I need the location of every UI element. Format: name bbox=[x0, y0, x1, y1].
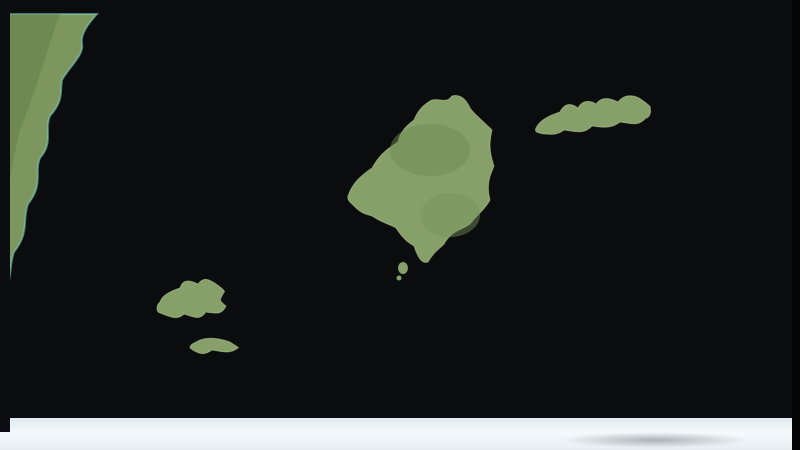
mallorca-island bbox=[347, 95, 495, 263]
mallorca-terrain-shading-2 bbox=[420, 193, 480, 237]
set-right-edge bbox=[792, 0, 800, 450]
formentera-island bbox=[189, 337, 239, 355]
wall-left-bezel bbox=[0, 0, 10, 432]
studio-light-column bbox=[748, 0, 792, 422]
mainland-spain bbox=[0, 13, 100, 300]
studio-floor bbox=[0, 418, 800, 450]
mallorca-terrain-shading bbox=[390, 124, 470, 176]
cabrera-islet-2 bbox=[396, 275, 402, 281]
mainland-terrain-shading bbox=[0, 14, 60, 240]
eivissa-island bbox=[156, 278, 227, 319]
cabrera-islet bbox=[398, 262, 408, 274]
presenter-shadow bbox=[560, 432, 750, 448]
menorca-island bbox=[535, 95, 651, 135]
